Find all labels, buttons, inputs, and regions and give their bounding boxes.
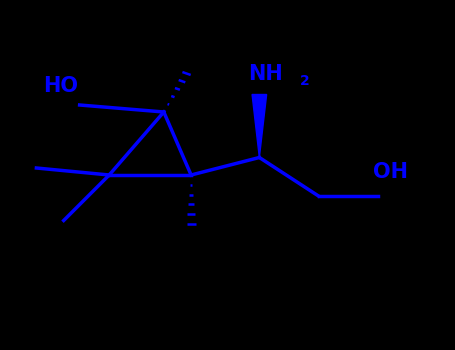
Text: 2: 2 bbox=[300, 74, 310, 88]
Text: HO: HO bbox=[43, 76, 78, 96]
Text: OH: OH bbox=[373, 161, 408, 182]
Text: NH: NH bbox=[248, 63, 283, 84]
Polygon shape bbox=[252, 94, 267, 158]
